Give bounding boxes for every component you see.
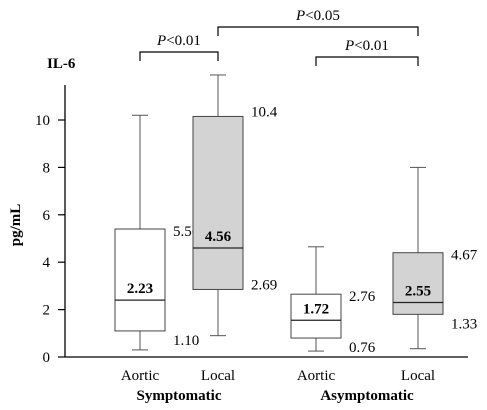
median-value-label: 1.72 <box>303 301 329 317</box>
p-value-label: P<0.01 <box>156 33 201 49</box>
significance-bracket: P<0.05 <box>217 8 419 36</box>
iqr-box <box>392 252 444 315</box>
significance-bracket: P<0.01 <box>139 33 219 61</box>
q3-value-label: 2.76 <box>349 289 376 305</box>
median-value-label: 2.55 <box>405 283 431 299</box>
y-tick-label: 10 <box>35 113 50 129</box>
x-tick-label: Local <box>201 368 235 384</box>
y-tick-label: 2 <box>43 303 51 319</box>
bracket-line <box>315 56 419 66</box>
q1-value-label: 1.10 <box>173 333 199 349</box>
box-symptomatic-local: 4.56 10.4 2.69 <box>192 74 278 337</box>
x-tick-label: Aortic <box>121 368 160 384</box>
y-tick-label: 6 <box>43 208 51 224</box>
p-value-label: P<0.05 <box>295 8 340 24</box>
y-tick-label: 0 <box>43 350 51 366</box>
box-asymptomatic-aortic: 1.72 2.76 0.76 <box>290 246 376 356</box>
group-labels: Symptomatic Asymptomatic <box>137 388 414 404</box>
axes <box>64 85 468 358</box>
iqr-box <box>290 293 342 339</box>
q3-value-label: 10.4 <box>251 104 278 120</box>
group-label: Symptomatic <box>137 388 222 404</box>
q3-value-label: 4.67 <box>451 248 478 264</box>
bracket-line <box>139 51 219 61</box>
q1-value-label: 0.76 <box>349 340 376 356</box>
p-value-label: P<0.01 <box>344 38 389 54</box>
box-asymptomatic-local: 2.55 4.67 1.33 <box>392 166 478 350</box>
significance-bracket: P<0.01 <box>315 38 419 66</box>
panel-label: IL-6 <box>47 56 76 72</box>
group-label: Asymptomatic <box>320 388 414 404</box>
y-tick-label: 8 <box>43 160 51 176</box>
q1-value-label: 2.69 <box>251 277 277 293</box>
significance-brackets: P<0.01 P<0.01P<0.05 <box>139 8 419 66</box>
boxes: 2.235.501.10 4.56 10.4 2.69 1.72 2.76 0.76 2.55… <box>114 74 478 356</box>
q1-value-label: 1.33 <box>451 316 477 332</box>
x-tick-labels: Aortic Local Aortic Local <box>121 368 435 384</box>
y-tick-label: 4 <box>43 255 51 271</box>
box-symptomatic-aortic: 2.235.501.10 <box>114 114 199 351</box>
bracket-line <box>217 26 419 36</box>
median-value-label: 4.56 <box>205 229 232 245</box>
iqr-box <box>114 228 166 332</box>
x-tick-label: Aortic <box>297 368 336 384</box>
y-ticks: 0 2 4 6 8 10 <box>35 113 65 366</box>
y-axis-label: pg/mL <box>8 204 24 247</box>
x-tick-label: Local <box>401 368 435 384</box>
iqr-box <box>192 115 244 290</box>
median-value-label: 2.23 <box>127 281 153 297</box>
